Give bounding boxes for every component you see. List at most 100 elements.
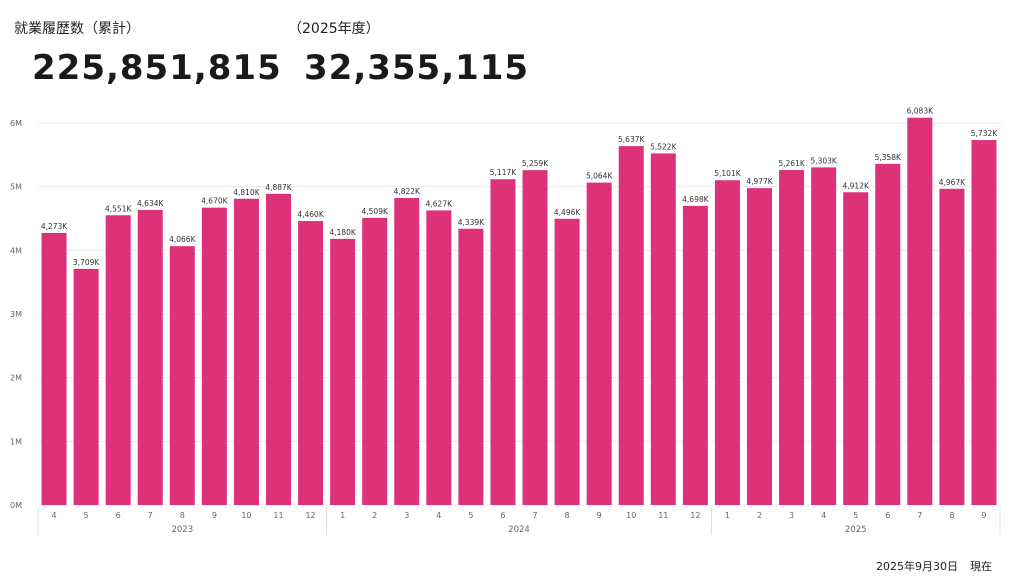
bar: [907, 117, 933, 505]
bar: [939, 188, 965, 505]
bar: [394, 197, 420, 505]
bar: [233, 198, 259, 505]
data-label: 4,912K: [843, 181, 870, 190]
x-tick-label: 8: [180, 511, 185, 520]
bar: [746, 188, 773, 506]
data-label: 5,358K: [875, 153, 902, 162]
y-axis: 0M 1M 2M 3M 4M 5M 6M: [10, 119, 22, 510]
year-label: 2023: [171, 525, 193, 535]
bar: [714, 180, 740, 505]
bar: [811, 167, 837, 505]
bar: [201, 207, 227, 505]
data-label: 5,261K: [778, 159, 805, 168]
data-label: 4,273K: [41, 222, 68, 231]
x-tick-label: 8: [949, 511, 954, 520]
data-label: 5,303K: [810, 156, 837, 165]
y-tick-label: 1M: [10, 437, 22, 446]
data-label: 4,698K: [682, 195, 709, 204]
bar: [843, 192, 869, 505]
y-tick-label: 2M: [10, 374, 22, 383]
y-tick-label: 3M: [10, 310, 22, 319]
x-tick-label: 4: [436, 511, 441, 520]
x-tick-label: 1: [725, 511, 730, 520]
as-of-note: 2025年9月30日 現在: [864, 558, 992, 574]
x-tick-label: 1: [340, 511, 345, 520]
bar: [650, 153, 676, 505]
data-label: 4,977K: [746, 177, 773, 186]
data-labels: 4,273K 3,709K 4,551K 4,634K 4,066K 4,670K 4,81…: [41, 107, 998, 267]
x-tick-label: 5: [468, 511, 473, 520]
data-label: 4,670K: [201, 197, 228, 206]
data-label: 5,522K: [650, 142, 677, 151]
data-label: 4,967K: [939, 178, 966, 187]
bar: [458, 228, 484, 505]
data-label: 4,627K: [426, 199, 453, 208]
data-label: 5,064K: [586, 172, 613, 181]
bar: [330, 238, 356, 505]
x-tick-label: 6: [500, 511, 505, 520]
data-label: 3,709K: [73, 258, 100, 267]
data-label: 5,117K: [490, 168, 517, 177]
data-label: 4,460K: [297, 210, 324, 219]
x-axis: 4 5 6 7 8 9 10 11 12 1 2 3 4 5 6 7 8 9 10 11 12 1 2 3 4 5 6 7 8 92023…: [37, 507, 1001, 535]
bar: [426, 210, 452, 505]
bar: [554, 218, 580, 505]
bar: [137, 209, 163, 505]
x-tick-label: 12: [690, 511, 700, 520]
x-tick-label: 7: [917, 511, 922, 520]
data-label: 4,180K: [329, 228, 356, 237]
bar: [971, 140, 997, 505]
data-label: 6,083K: [907, 107, 934, 116]
bar: [41, 232, 67, 505]
data-label: 4,496K: [554, 208, 581, 217]
x-tick-label: 3: [404, 511, 409, 520]
bar: [490, 179, 516, 506]
cumulative-value: 225,851,815: [32, 48, 282, 88]
data-label: 5,101K: [714, 169, 741, 178]
year-label: 2025: [845, 525, 867, 535]
x-tick-label: 4: [821, 511, 826, 520]
bar: [618, 146, 644, 505]
data-label: 4,551K: [105, 204, 132, 213]
fiscal-year-value: 32,355,115: [304, 48, 530, 88]
gridlines: [38, 122, 1002, 506]
data-label: 5,637K: [618, 135, 645, 144]
x-tick-label: 10: [626, 511, 636, 520]
y-tick-label: 5M: [10, 183, 22, 192]
x-tick-label: 9: [597, 511, 602, 520]
bar: [875, 163, 901, 505]
data-label: 5,259K: [522, 159, 549, 168]
data-label: 5,732K: [971, 129, 998, 138]
bar: [105, 215, 131, 505]
fiscal-year-label: （2025年度）: [288, 21, 380, 37]
x-tick-label: 9: [981, 511, 986, 520]
bar: [522, 170, 548, 505]
data-label: 4,339K: [458, 218, 485, 227]
bar: [73, 268, 99, 505]
as-of-date: 2025年9月30日: [876, 560, 958, 573]
data-label: 4,509K: [362, 207, 389, 216]
x-tick-label: 4: [51, 511, 56, 520]
bar: [779, 170, 805, 505]
data-label: 4,822K: [394, 187, 421, 196]
data-label: 4,887K: [265, 183, 292, 192]
bar: [169, 246, 195, 505]
x-tick-label: 9: [212, 511, 217, 520]
data-label: 4,634K: [137, 199, 164, 208]
x-tick-label: 6: [885, 511, 890, 520]
x-tick-label: 11: [273, 511, 283, 520]
x-tick-label: 8: [565, 511, 570, 520]
as-of-suffix: 現在: [970, 560, 992, 573]
x-tick-label: 6: [116, 511, 121, 520]
y-tick-label: 4M: [10, 246, 22, 255]
x-tick-label: 5: [84, 511, 89, 520]
bars: [41, 117, 997, 506]
x-tick-label: 7: [148, 511, 153, 520]
x-tick-label: 2: [757, 511, 762, 520]
bar: [586, 182, 612, 505]
bar: [298, 221, 324, 505]
cumulative-label: 就業履歴数（累計）: [14, 21, 140, 37]
bar: [362, 217, 388, 505]
x-tick-label: 5: [853, 511, 858, 520]
